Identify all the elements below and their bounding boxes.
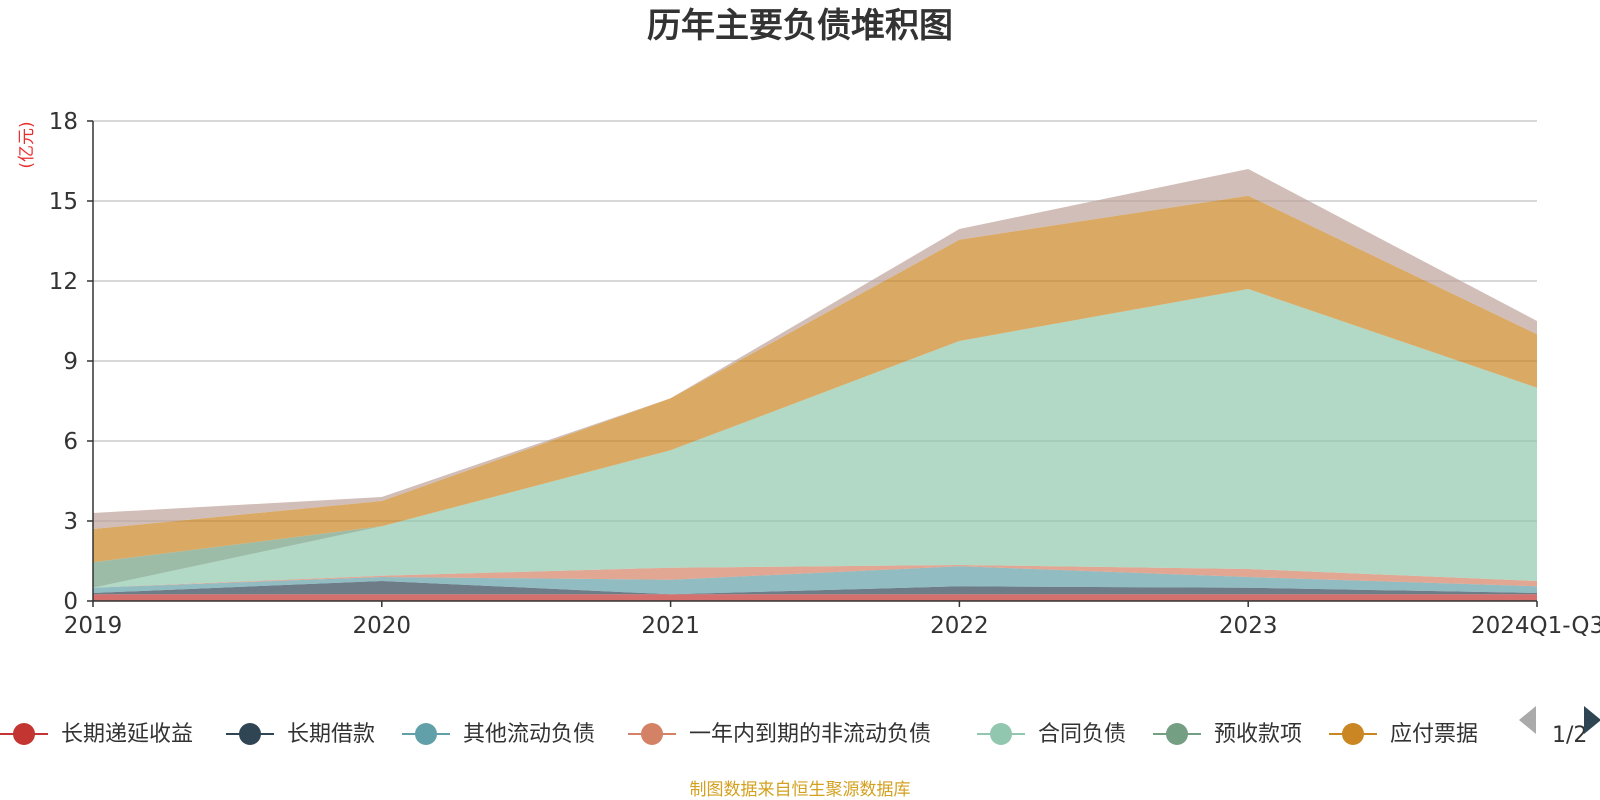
legend-pager: 1/2 [1519,706,1600,748]
legend-item[interactable]: 长期递延收益 [0,722,193,747]
source-note: 制图数据来自恒生聚源数据库 [690,780,911,800]
legend-label: 长期借款 [287,722,375,747]
chart-title: 历年主要负债堆积图 [647,6,953,46]
legend-marker-icon [1166,723,1188,745]
legend-item[interactable]: 一年内到期的非流动负债 [628,722,931,747]
x-tick-label: 2020 [353,613,412,639]
area-series-2 [93,581,1537,595]
legend-label: 一年内到期的非流动负债 [689,722,931,747]
area-series [93,169,1537,601]
legend-marker-icon [13,723,35,745]
y-tick-label: 18 [49,109,78,135]
legend-label: 应付票据 [1390,722,1478,747]
y-tick-label: 3 [63,509,78,535]
legend-marker-icon [990,723,1012,745]
legend-marker-icon [641,723,663,745]
x-tick-label: 2021 [641,613,700,639]
y-axis-unit: (亿元) [17,121,37,168]
y-tick-label: 9 [63,349,78,375]
legend-item[interactable]: 其他流动负债 [402,722,595,747]
legend-marker-icon [1342,723,1364,745]
legend-marker-icon [415,723,437,745]
legend: 长期递延收益 长期借款 其他流动负债 一年内到期的非流动负债 合同负债 预收款项 应付票据 [0,722,1478,747]
legend-item[interactable]: 长期借款 [226,722,375,747]
legend-page-indicator: 1/2 [1552,723,1587,748]
area-series-1 [93,594,1537,601]
area-series-5 [93,289,1537,588]
legend-label: 合同负债 [1038,722,1126,747]
x-tick-label: 2022 [930,613,989,639]
legend-label: 其他流动负债 [463,722,595,747]
y-tick-label: 0 [63,589,78,615]
y-tick-label: 12 [49,269,78,295]
x-tick-label: 2024Q1-Q3 [1471,613,1600,639]
legend-prev-icon[interactable] [1519,706,1536,734]
y-tick-label: 15 [49,189,78,215]
legend-marker-icon [239,723,261,745]
x-tick-label: 2023 [1219,613,1278,639]
legend-item[interactable]: 合同负债 [977,722,1126,747]
y-tick-label: 6 [63,429,78,455]
legend-label: 长期递延收益 [61,722,193,747]
legend-next-icon[interactable] [1584,706,1600,734]
x-tick-label: 2019 [64,613,123,639]
legend-item[interactable]: 应付票据 [1329,722,1478,747]
axes: 0 3 6 9 12 15 18 2019 2020 2021 2022 2023 2024Q1-Q3 [49,109,1600,639]
area-series-4 [93,565,1537,588]
area-series-3 [93,566,1537,595]
legend-item[interactable]: 预收款项 [1153,722,1302,747]
area-series-7 [93,195,1537,563]
legend-label: 预收款项 [1214,722,1302,747]
